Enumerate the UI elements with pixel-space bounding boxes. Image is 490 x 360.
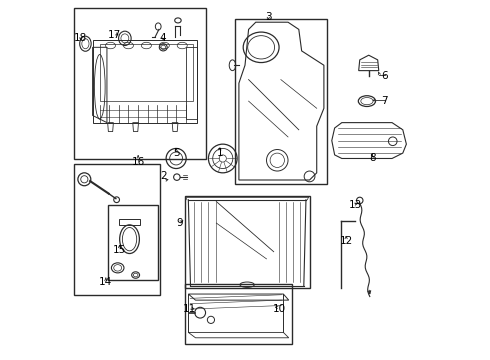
Text: 5: 5 bbox=[173, 148, 179, 158]
Text: 4: 4 bbox=[160, 33, 167, 43]
Text: 1: 1 bbox=[217, 148, 223, 158]
Text: 11: 11 bbox=[183, 304, 196, 314]
Text: 13: 13 bbox=[349, 200, 362, 210]
Text: 7: 7 bbox=[382, 96, 388, 106]
Bar bbox=[235, 19, 327, 184]
Text: 18: 18 bbox=[74, 33, 87, 43]
Bar bbox=[74, 8, 206, 159]
Bar bbox=[185, 284, 292, 344]
Text: 3: 3 bbox=[265, 12, 271, 22]
Bar bbox=[108, 205, 158, 280]
Text: 2: 2 bbox=[160, 171, 167, 181]
Text: 17: 17 bbox=[107, 30, 121, 40]
Text: 16: 16 bbox=[131, 157, 145, 167]
Text: 10: 10 bbox=[272, 304, 286, 314]
Text: 14: 14 bbox=[99, 277, 113, 287]
Text: 15: 15 bbox=[113, 245, 126, 255]
Text: 12: 12 bbox=[340, 236, 353, 246]
Text: 6: 6 bbox=[382, 71, 388, 81]
Bar bbox=[185, 196, 310, 288]
Text: 8: 8 bbox=[369, 153, 376, 163]
Bar bbox=[74, 164, 160, 295]
Text: 9: 9 bbox=[176, 218, 183, 228]
